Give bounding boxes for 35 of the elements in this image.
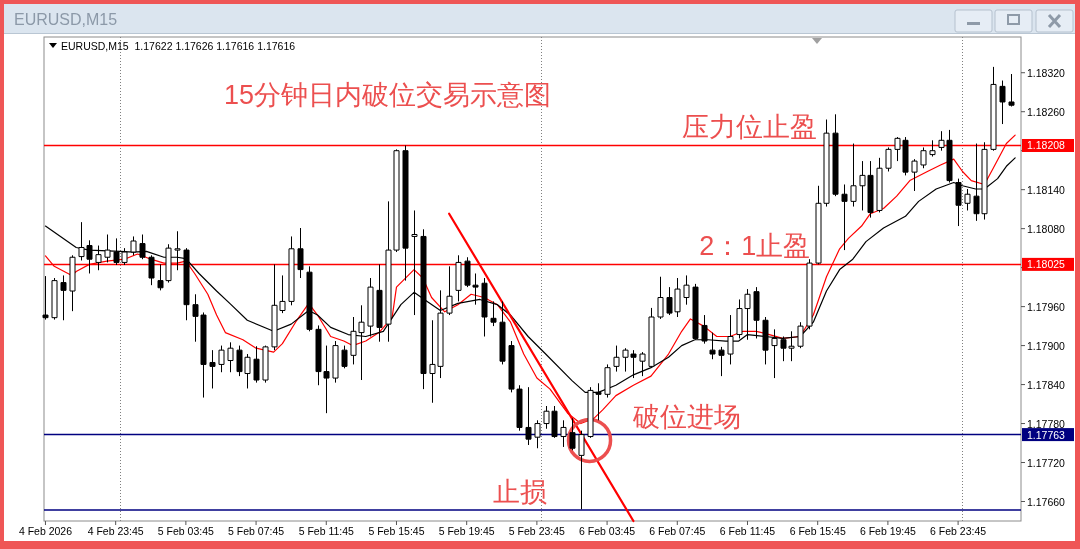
text: EURUSD,M15 (14, 11, 118, 28)
text: 15分钟日内破位交易示意图 (224, 80, 552, 110)
annotation: 压力位止盈 (681, 112, 817, 143)
x-tick-label: 5 Feb 19:45 (438, 525, 495, 537)
annotation: 止损 (493, 476, 548, 507)
x-tick-label: 6 Feb 11:45 (719, 525, 776, 537)
annotation: 2：1止盈 (699, 231, 811, 262)
ref-line-label: 1.18208 (1027, 139, 1066, 152)
x-tick-label: 5 Feb 03:45 (157, 525, 215, 537)
ref-line-label: 1.18025 (1027, 258, 1066, 271)
price-label: 1.17763 (1022, 428, 1074, 442)
x-tick-label: 5 Feb 11:45 (298, 525, 355, 537)
y-tick-label: 1.18140 (1027, 183, 1066, 196)
y-tick-label: 1.18320 (1027, 66, 1066, 79)
chart-subtitle: EURUSD,M15 1.17622 1.17626 1.17616 1.17616 (61, 40, 296, 52)
y-tick-label: 1.17900 (1027, 339, 1066, 352)
x-tick-label: 6 Feb 07:45 (649, 525, 706, 537)
x-tick-label: 6 Feb 15:45 (789, 525, 846, 537)
x-tick-label: 6 Feb 03:45 (579, 525, 636, 537)
y-tick-label: 1.17780 (1027, 417, 1066, 430)
x-tick-label: 5 Feb 23:45 (508, 525, 566, 537)
x-tick-label: 5 Feb 07:45 (228, 525, 285, 537)
y-tick-label: 1.17720 (1027, 456, 1066, 469)
y-tick-label: 1.17660 (1027, 495, 1066, 508)
x-tick-label: 4 Feb 23:45 (87, 525, 144, 537)
y-tick-label: 1.17840 (1027, 378, 1066, 391)
y-tick-label: 1.18080 (1027, 222, 1066, 235)
x-tick-label: 5 Feb 15:45 (368, 525, 425, 537)
y-tick-label: 1.18260 (1027, 105, 1066, 118)
x-tick-label: 6 Feb 23:45 (930, 525, 987, 537)
y-tick-label: 1.17960 (1027, 300, 1066, 313)
x-tick-label: 6 Feb 19:45 (859, 525, 917, 537)
x-tick-label: 4 Feb 2026 (18, 525, 73, 537)
ref-line-label: 1.17763 (1027, 428, 1066, 441)
annotation: 破位进场 (632, 401, 742, 432)
